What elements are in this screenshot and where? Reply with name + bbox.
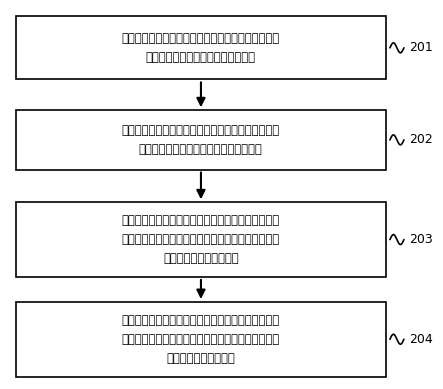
Text: 在系统中的多台压缩机处于运转状态时，实时获取处
于运转状态的每台压缩机的当前油温: 在系统中的多台压缩机处于运转状态时，实时获取处 于运转状态的每台压缩机的当前油温: [122, 32, 280, 64]
Bar: [16, 16, 385, 79]
Bar: [16, 302, 385, 377]
Text: 203: 203: [409, 233, 433, 246]
Text: 将获取的所有当前需油量按照大小顺序排序；根据排
序确定当前油温不高于相应的油温阈值的每台压缩机
所连接的可控阀的状态: 将获取的所有当前需油量按照大小顺序排序；根据排 序确定当前油温不高于相应的油温阈…: [122, 314, 280, 365]
Text: 202: 202: [409, 133, 433, 146]
Text: 在满足当前油温不高于相应的油温阈值的压缩机的数
量不少于两台时，执行回油均衡控制过程: 在满足当前油温不高于相应的油温阈值的压缩机的数 量不少于两台时，执行回油均衡控制…: [122, 124, 280, 156]
Text: 204: 204: [409, 333, 433, 346]
Bar: [16, 202, 385, 277]
Text: 201: 201: [409, 41, 433, 54]
Bar: [16, 110, 385, 170]
Text: 获取当前油温不高于相应的油温阈值的每台压缩机的
当前运转频率；基于当前运转频率和当前油温确定相
应的压缩机的当前需油量: 获取当前油温不高于相应的油温阈值的每台压缩机的 当前运转频率；基于当前运转频率和…: [122, 214, 280, 265]
